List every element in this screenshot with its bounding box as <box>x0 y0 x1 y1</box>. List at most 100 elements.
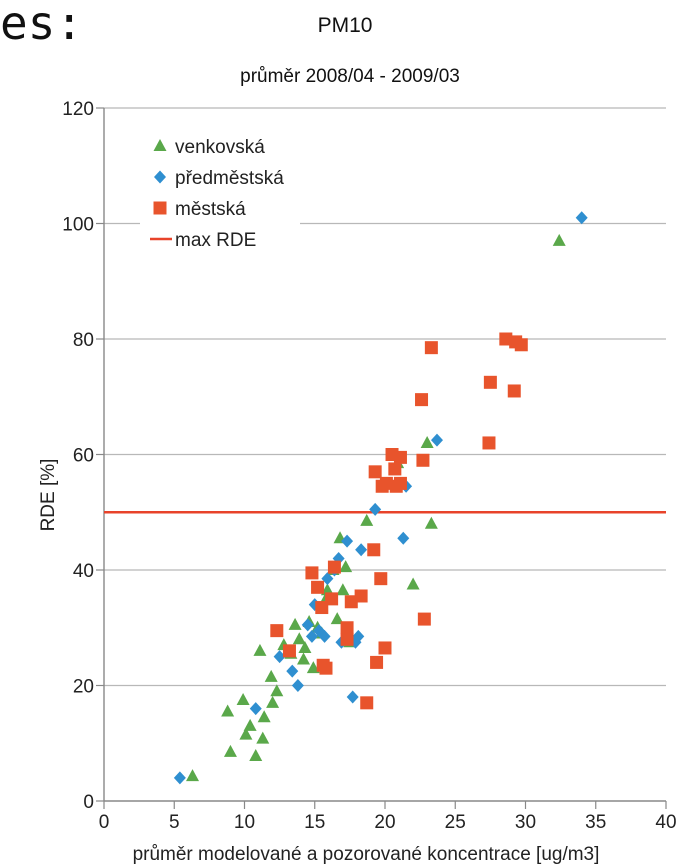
data-point <box>368 465 382 479</box>
data-point <box>288 617 302 630</box>
data-point <box>341 534 354 548</box>
y-tick-label: 20 <box>73 677 94 698</box>
x-axis-label: průměr modelované a pozorované koncentra… <box>133 844 600 865</box>
data-point <box>352 629 365 643</box>
chart-subtitle: průměr 2008/04 - 2009/03 <box>240 66 460 87</box>
data-point <box>273 650 286 664</box>
data-point <box>282 644 296 658</box>
data-point <box>483 375 497 389</box>
data-point <box>319 661 333 675</box>
data-point <box>424 341 438 355</box>
data-point <box>552 233 566 246</box>
data-point <box>369 502 382 516</box>
data-point <box>344 595 358 609</box>
data-point <box>379 476 393 490</box>
data-point <box>327 560 341 574</box>
data-point <box>482 436 496 450</box>
data-point <box>388 462 402 476</box>
data-point <box>173 771 186 785</box>
data-point <box>514 338 528 352</box>
legend: venkovská předměstská městská max RDE <box>140 128 300 260</box>
data-point <box>406 577 420 590</box>
data-point <box>360 696 374 710</box>
data-point <box>367 543 381 557</box>
data-point <box>393 476 407 490</box>
data-points <box>173 211 588 785</box>
data-point <box>223 744 237 757</box>
data-point <box>417 612 431 626</box>
data-point <box>416 453 430 467</box>
data-point <box>253 643 267 656</box>
data-point <box>249 702 262 716</box>
x-tick-label: 25 <box>445 812 466 833</box>
data-point <box>378 641 392 655</box>
data-point <box>243 718 257 731</box>
x-tick-label: 10 <box>234 812 255 833</box>
data-point <box>305 629 318 643</box>
data-point <box>221 704 235 717</box>
axes <box>96 107 667 809</box>
data-point <box>424 516 438 529</box>
data-point <box>346 690 359 704</box>
data-point <box>321 572 334 586</box>
chart-title: PM10 <box>317 14 373 37</box>
data-point <box>320 583 334 596</box>
legend-marker-square <box>153 201 167 215</box>
y-tick-label: 80 <box>73 330 94 351</box>
data-point <box>318 629 331 643</box>
data-point <box>325 592 339 606</box>
data-point <box>354 589 368 603</box>
y-tick-label: 120 <box>62 99 94 120</box>
data-point <box>339 560 353 573</box>
x-tick-label: 20 <box>374 812 395 833</box>
data-point <box>420 435 434 448</box>
data-point <box>266 695 280 708</box>
data-point <box>336 583 350 596</box>
legend-label: max RDE <box>175 230 256 251</box>
data-point <box>430 433 443 447</box>
legend-marker-triangle <box>153 139 167 151</box>
data-point <box>311 580 325 594</box>
data-point <box>297 652 311 665</box>
legend-marker-diamond <box>154 170 166 184</box>
data-point <box>499 332 513 346</box>
data-point <box>360 513 374 526</box>
data-point <box>393 450 407 464</box>
x-tick-label: 30 <box>515 812 536 833</box>
data-point <box>236 692 250 705</box>
x-tick-label: 15 <box>304 812 325 833</box>
series-diamond <box>173 211 588 785</box>
data-point <box>575 211 588 225</box>
data-point <box>186 769 200 782</box>
data-point <box>507 384 521 398</box>
legend-label: předměstská <box>175 168 284 189</box>
y-tick-label: 0 <box>83 792 94 813</box>
legend-label: venkovská <box>175 137 265 158</box>
y-tick-label: 60 <box>73 446 94 467</box>
x-tick-label: 35 <box>585 812 606 833</box>
data-point <box>415 393 429 407</box>
data-point <box>264 669 278 682</box>
data-point <box>298 640 312 653</box>
x-tick-label: 5 <box>169 812 180 833</box>
data-point <box>291 679 304 692</box>
data-point <box>286 664 299 678</box>
data-point <box>270 624 284 638</box>
data-point <box>239 727 253 740</box>
data-point <box>340 621 354 635</box>
gridlines <box>104 107 666 687</box>
clipped-slide-text: es: <box>0 0 84 50</box>
series-square <box>270 332 528 710</box>
data-point <box>249 748 263 761</box>
y-tick-label: 100 <box>62 215 94 236</box>
data-point <box>292 632 306 645</box>
data-point <box>301 618 314 632</box>
data-point <box>355 543 368 557</box>
x-tick-label: 0 <box>99 812 110 833</box>
data-point <box>306 661 320 674</box>
data-point <box>256 731 270 744</box>
data-point <box>397 531 410 545</box>
x-tick-label: 40 <box>655 812 676 833</box>
data-point <box>340 632 354 646</box>
